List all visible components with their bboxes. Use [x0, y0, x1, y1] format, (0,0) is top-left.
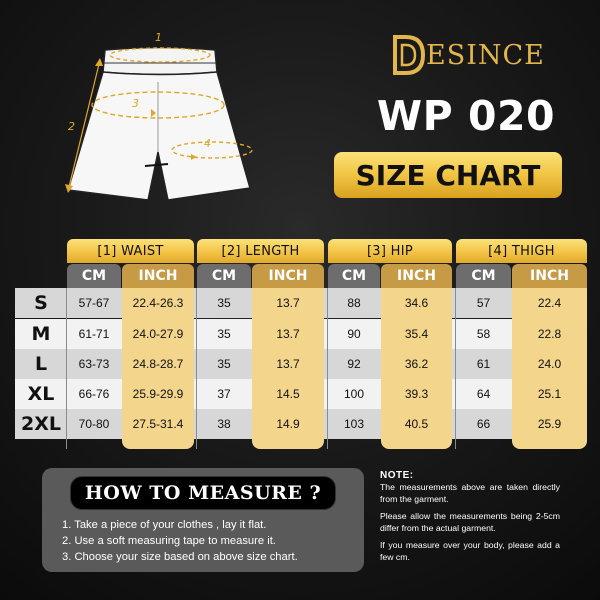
size-label: 2XL	[21, 413, 61, 435]
cm-cell: 35	[217, 327, 231, 341]
group-header: [2] LENGTH	[197, 239, 324, 263]
length-arrow-bottom	[65, 184, 73, 193]
size-label: L	[34, 353, 48, 375]
marker-1: 1	[155, 31, 162, 44]
inch-header: INCH	[122, 264, 194, 288]
brand-d-icon: D	[392, 34, 426, 75]
note-paragraph-1: The measurements above are taken directl…	[380, 482, 560, 504]
shorts-waistband	[102, 46, 218, 76]
cm-cell: 66	[476, 417, 491, 431]
inch-cell: 34.6	[404, 296, 429, 310]
cm-cell: 103	[343, 417, 365, 431]
brand-logo: D ESINCE	[392, 34, 572, 80]
cm-header: CM	[328, 264, 380, 288]
waist-measure-line	[109, 47, 211, 63]
group-header: [4] THIGH	[456, 239, 587, 263]
note-paragraph-3: If you measure over your body, please ad…	[380, 540, 560, 562]
inch-cell: 39.3	[404, 387, 429, 401]
model-number: WP 020	[376, 92, 556, 140]
inch-cell: 25.1	[537, 387, 562, 401]
inch-column-highlight	[381, 288, 452, 449]
cm-cell: 63-73	[78, 357, 110, 371]
cm-cell: 61-71	[78, 327, 110, 341]
cm-cell: 58	[476, 327, 491, 341]
how-to-measure-steps: 1. Take a piece of your clothes , lay it…	[62, 517, 362, 565]
cm-header: CM	[67, 264, 121, 288]
cm-cell: 38	[217, 417, 231, 431]
inch-cell: 22.8	[537, 327, 562, 341]
inch-cell: 22.4-26.3	[132, 296, 184, 310]
leg-fold	[144, 163, 169, 167]
how-step-2: 2. Use a soft measuring tape to measure …	[62, 535, 276, 547]
size-label: XL	[27, 383, 55, 405]
inch-header: INCH	[512, 264, 587, 288]
column-divider	[327, 288, 328, 449]
how-to-measure-title: HOW TO MEASURE ?	[70, 476, 336, 510]
marker-3: 3	[132, 97, 139, 110]
inch-header: INCH	[252, 264, 324, 288]
size-label: S	[34, 292, 48, 314]
size-table: [1] WAIST CM INCH [2] LENGTH CM INCH [3] HIP CM…	[15, 239, 587, 449]
cm-cell: 57-67	[78, 296, 110, 310]
inch-column-highlight	[122, 288, 194, 449]
group-header: [3] HIP	[328, 239, 452, 263]
cm-cell: 92	[347, 357, 361, 371]
shorts-body	[67, 71, 251, 201]
hip-measure-line	[91, 91, 225, 119]
svg-text:D: D	[392, 34, 393, 35]
how-step-3: 3. Choose your size based on above size …	[62, 551, 298, 563]
cm-cell: 88	[347, 296, 361, 310]
inch-cell: 25.9-29.9	[132, 387, 184, 401]
inch-cell: 25.9	[537, 417, 562, 431]
cm-cell: 61	[476, 357, 491, 371]
thigh-arrow	[191, 154, 197, 160]
inch-cell: 13.7	[276, 296, 300, 310]
thigh-measure-line	[171, 141, 253, 159]
length-arrow-top	[95, 58, 103, 66]
group-header: [1] WAIST	[67, 239, 194, 263]
note-title: NOTE:	[380, 470, 414, 481]
note-paragraph-2: Please allow the measurements being 2-5c…	[380, 511, 560, 533]
inch-cell: 27.5-31.4	[132, 417, 184, 431]
inch-cell: 13.7	[276, 357, 300, 371]
inch-column-highlight	[252, 288, 324, 449]
hip-arrow	[151, 109, 156, 117]
inch-cell: 35.4	[404, 327, 429, 341]
size-label: M	[31, 323, 51, 345]
cm-header: CM	[197, 264, 251, 288]
size-chart-badge: SIZE CHART	[334, 152, 562, 198]
inch-cell: 24.0	[537, 357, 562, 371]
cm-cell: 37	[217, 387, 231, 401]
marker-4: 4	[204, 137, 211, 150]
inch-cell: 13.7	[276, 327, 300, 341]
inch-cell: 14.5	[276, 387, 300, 401]
inch-cell: 36.2	[404, 357, 429, 371]
cm-cell: 57	[476, 296, 491, 310]
inch-cell: 14.9	[276, 417, 300, 431]
cm-cell: 64	[476, 387, 491, 401]
cm-cell: 35	[217, 357, 231, 371]
inch-cell: 22.4	[537, 296, 562, 310]
brand-name: ESINCE	[426, 40, 545, 71]
cm-cell: 66-76	[78, 387, 110, 401]
cm-cell: 100	[343, 387, 365, 401]
inch-cell: 24.0-27.9	[132, 327, 184, 341]
length-measure-line	[67, 59, 101, 192]
inch-cell: 40.5	[404, 417, 429, 431]
marker-2: 2	[68, 120, 75, 133]
column-divider	[196, 288, 197, 449]
column-divider	[455, 288, 456, 449]
how-step-1: 1. Take a piece of your clothes , lay it…	[62, 519, 267, 531]
column-divider	[66, 288, 67, 449]
inch-cell: 24.8-28.7	[132, 357, 184, 371]
shorts-illustration: 1 2 3 4	[65, 31, 253, 201]
cm-cell: 35	[217, 296, 231, 310]
inch-header: INCH	[381, 264, 452, 288]
cm-cell: 70-80	[78, 417, 110, 431]
cm-header: CM	[456, 264, 511, 288]
cm-cell: 90	[347, 327, 361, 341]
inch-column-highlight	[512, 288, 587, 449]
